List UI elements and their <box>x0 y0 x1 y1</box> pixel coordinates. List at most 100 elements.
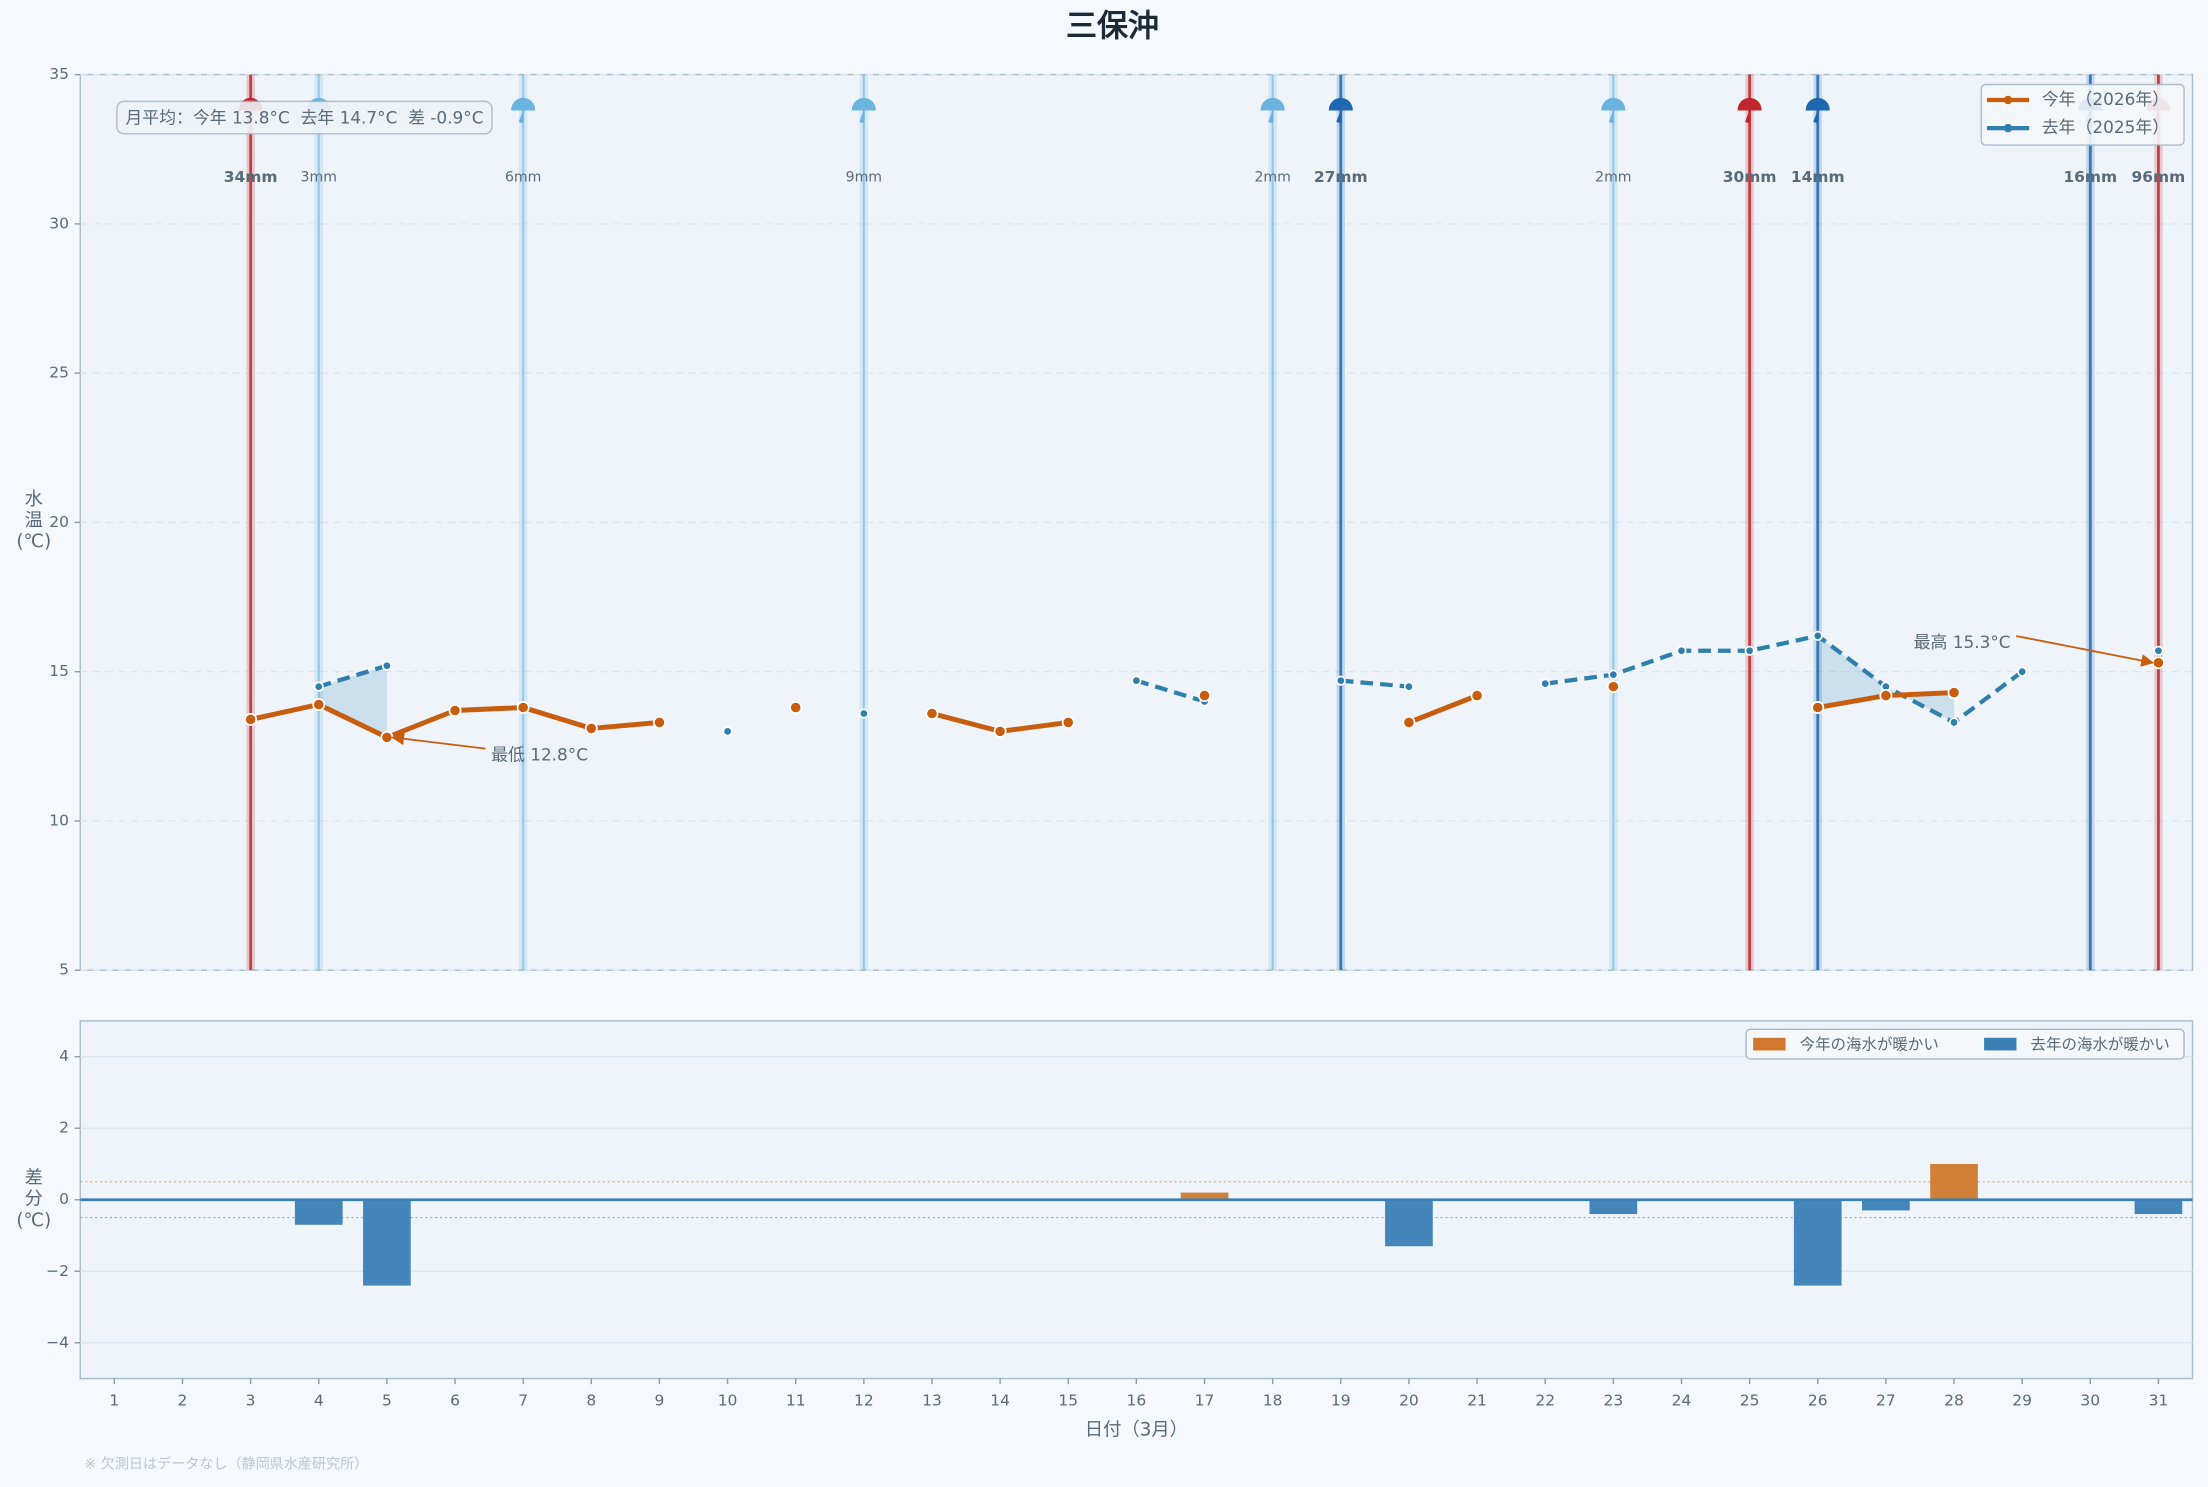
data-point <box>1403 681 1415 692</box>
bar <box>1385 1199 1433 1247</box>
data-point <box>993 724 1007 738</box>
rain-label: 3mm <box>301 169 337 185</box>
legend-swatch <box>1984 1037 2017 1051</box>
y-tick-label: −4 <box>46 1333 69 1351</box>
umbrella-icon <box>1601 97 1626 123</box>
legend-marker <box>2003 123 2013 133</box>
x-tick-label: 18 <box>1263 1392 1283 1410</box>
y-tick-label: 0 <box>59 1190 69 1208</box>
bar <box>1180 1192 1229 1200</box>
x-tick-label: 13 <box>922 1392 942 1410</box>
x-tick-label: 26 <box>1808 1392 1828 1410</box>
legend-label: 去年の海水が暖かい <box>2031 1035 2170 1053</box>
data-point <box>789 701 803 714</box>
data-point <box>1811 701 1825 714</box>
y-axis-label: 水 <box>25 489 43 510</box>
data-point <box>1198 689 1212 703</box>
stats-box <box>116 100 493 135</box>
rain-label: 9mm <box>846 169 882 185</box>
data-point <box>1061 715 1075 729</box>
footnote: ※ 欠測日はデータなし（静岡県水産研究所） <box>85 1455 369 1472</box>
y-axis-label: 分 <box>25 1189 43 1210</box>
y-tick-label: 15 <box>49 662 69 680</box>
annotation-arrow <box>391 732 486 750</box>
data-point <box>448 704 462 717</box>
bar <box>2134 1199 2183 1215</box>
bar <box>1862 1199 1910 1211</box>
difference-shade <box>1817 635 1886 708</box>
bar <box>363 1199 411 1286</box>
x-tick-label: 9 <box>655 1392 665 1410</box>
data-point <box>1948 717 1960 728</box>
x-tick-label: 23 <box>1603 1392 1623 1410</box>
legend-swatch <box>1753 1037 1786 1051</box>
data-point <box>1606 680 1620 694</box>
x-tick-label: 28 <box>1944 1392 1964 1410</box>
rain-label: 27mm <box>1314 168 1368 186</box>
data-point <box>1947 686 1961 700</box>
umbrella-icon <box>1260 97 1285 123</box>
x-tick-label: 17 <box>1195 1392 1215 1410</box>
x-tick-label: 3 <box>246 1392 256 1410</box>
legend-label: 今年の海水が暖かい <box>1800 1035 1939 1053</box>
x-tick-label: 22 <box>1535 1392 1555 1410</box>
y-tick-label: 30 <box>49 214 69 232</box>
rain-label: 6mm <box>505 169 541 185</box>
data-point <box>652 715 666 729</box>
data-point <box>381 660 392 671</box>
x-tick-label: 7 <box>518 1392 528 1410</box>
x-tick-label: 31 <box>2149 1392 2169 1410</box>
y-tick-label: 4 <box>59 1047 69 1065</box>
rain-label: 34mm <box>224 168 278 186</box>
data-point <box>380 730 394 744</box>
annotation: 最高 15.3°C <box>1914 632 2011 652</box>
bar <box>1930 1163 1978 1200</box>
data-point <box>1402 715 1416 729</box>
umbrella-icon <box>511 97 536 123</box>
y-tick-label: 2 <box>59 1119 69 1137</box>
stats-text: 月平均：今年 13.8°C 去年 14.7°C 差 -0.9°C <box>125 107 483 127</box>
umbrella-icon <box>1737 97 1762 123</box>
legend-box <box>1745 1028 2185 1060</box>
bar <box>1589 1199 1638 1215</box>
x-tick-label: 1 <box>109 1392 119 1410</box>
y-axis-label: (℃) <box>16 1210 51 1231</box>
x-tick-label: 25 <box>1740 1392 1760 1410</box>
y-tick-label: 35 <box>49 65 69 83</box>
bar <box>294 1199 343 1225</box>
difference-shade <box>318 665 387 738</box>
x-tick-label: 14 <box>990 1392 1010 1410</box>
x-tick-label: 21 <box>1467 1392 1487 1410</box>
y-tick-label: 10 <box>49 811 69 829</box>
y-tick-label: 25 <box>49 364 69 382</box>
x-tick-label: 27 <box>1876 1392 1896 1410</box>
y-tick-label: −2 <box>46 1262 69 1280</box>
data-point <box>516 701 530 714</box>
data-point <box>925 707 939 720</box>
x-tick-label: 6 <box>450 1392 460 1410</box>
data-point <box>858 708 869 719</box>
x-tick-label: 4 <box>314 1392 324 1410</box>
x-tick-label: 10 <box>718 1392 738 1410</box>
data-point <box>1744 645 1755 656</box>
x-tick-label: 24 <box>1672 1392 1692 1410</box>
y-axis-label: (℃) <box>16 531 51 552</box>
y-axis-label: 差 <box>25 1168 43 1189</box>
x-tick-label: 29 <box>2012 1392 2032 1410</box>
rain-label: 2mm <box>1254 169 1290 185</box>
x-tick-label: 12 <box>854 1392 874 1410</box>
umbrella-icon <box>1328 97 1353 123</box>
data-point <box>2153 645 2164 656</box>
data-point <box>2151 656 2165 670</box>
rain-label: 30mm <box>1723 168 1777 186</box>
data-point <box>312 698 326 712</box>
rain-label: 96mm <box>2132 168 2186 186</box>
annotation: 最低 12.8°C <box>491 745 588 765</box>
x-tick-label: 2 <box>178 1392 188 1410</box>
data-point <box>1470 689 1484 703</box>
data-point <box>1879 689 1893 703</box>
y-tick-label: 5 <box>59 961 69 979</box>
legend-marker <box>2003 95 2013 105</box>
data-point <box>1608 669 1619 680</box>
